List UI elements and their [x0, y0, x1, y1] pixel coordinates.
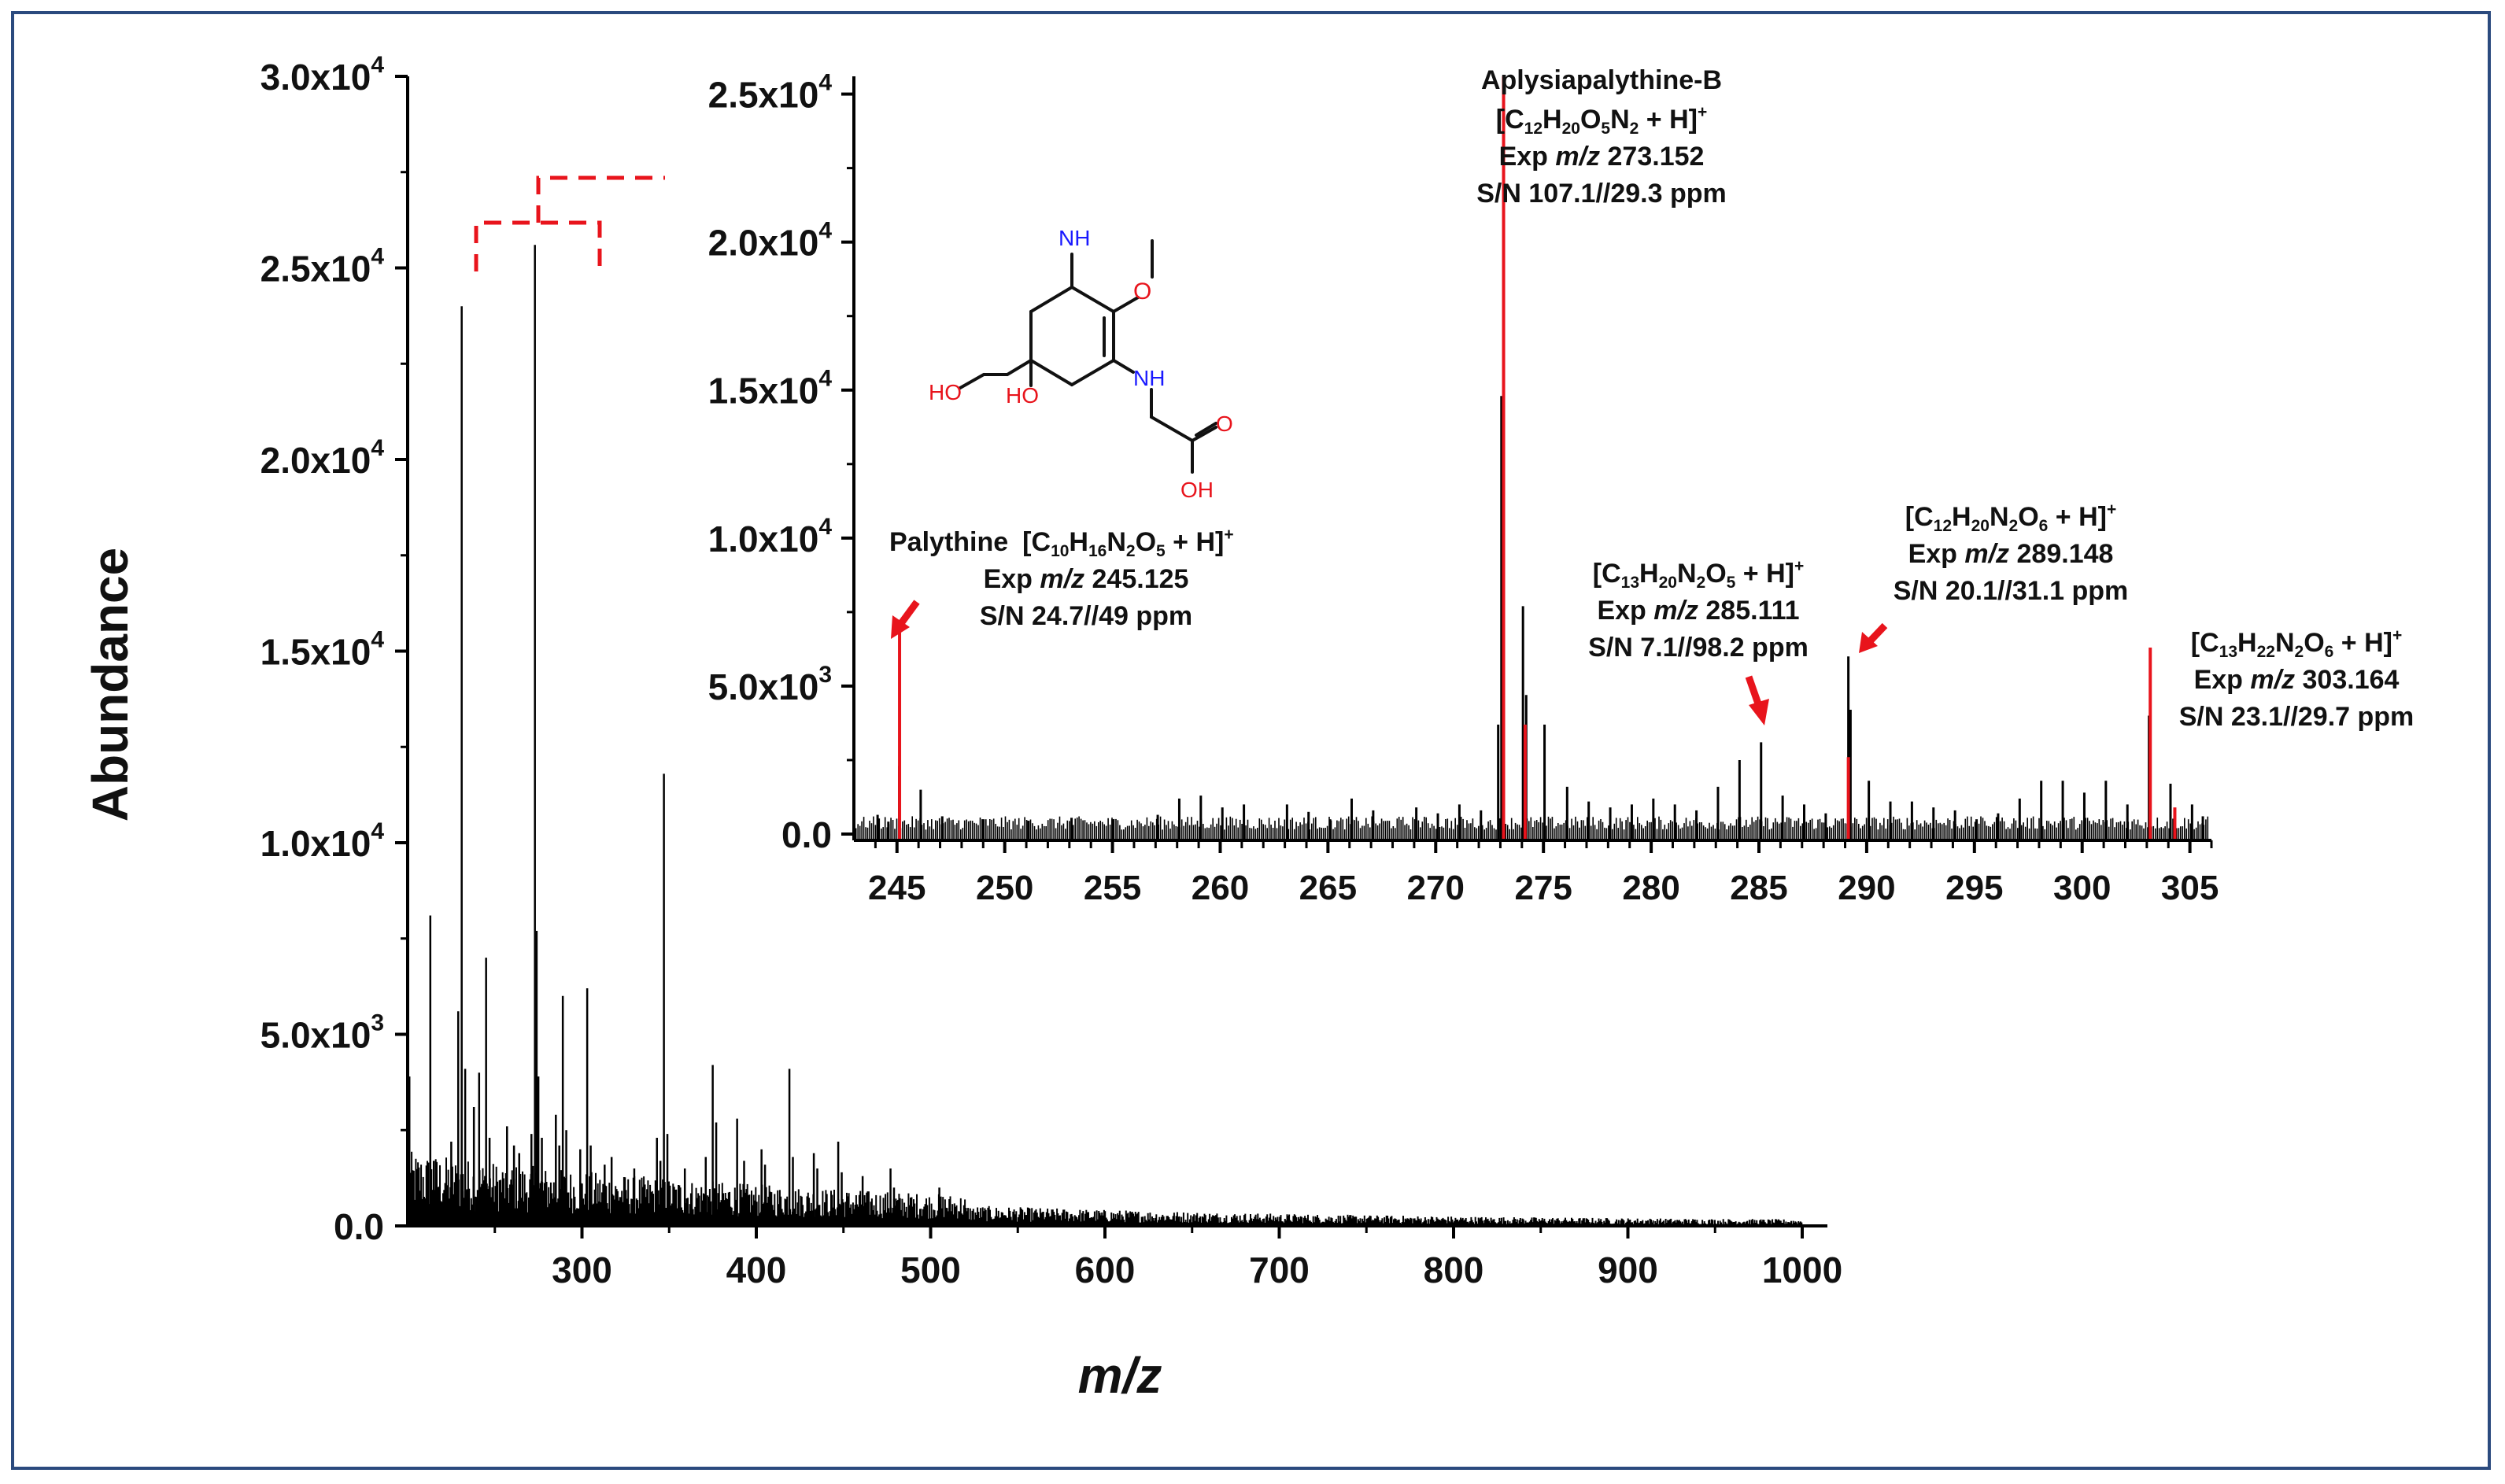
main-y-tick-label: 2.0x104	[260, 435, 385, 481]
aply-exp: Exp m/z 273.152	[1499, 142, 1705, 172]
p289-sn: S/N 20.1//31.1 ppm	[1894, 576, 2129, 606]
structure-oh-acid: OH	[1180, 478, 1214, 502]
structure-o-carbonyl: O	[1216, 412, 1233, 436]
inset-x-tick-label: 255	[1084, 869, 1141, 907]
main-y-tick-label: 1.5x104	[260, 627, 385, 673]
p285-sn: S/N 7.1//98.2 ppm	[1588, 633, 1809, 663]
arrow-289	[1859, 622, 1888, 653]
y-axis-title: Abundance	[82, 548, 139, 821]
main-plot: 300 400 500 600 700 800 900 1000 0.0 5.0x103 1.0x…	[260, 52, 1843, 1290]
chemical-structure	[959, 239, 1217, 474]
p303-exp: Exp m/z 303.164	[2194, 665, 2400, 695]
inset-noise	[855, 816, 2209, 840]
inset-x-tick-label: 265	[1299, 869, 1357, 907]
inset-x-tick-label: 275	[1514, 869, 1572, 907]
p285-formula: [C13​H20​N2​O5​ + H]+​	[1593, 557, 1804, 592]
figure-frame	[11, 11, 2491, 1470]
arrow-285	[1745, 675, 1769, 725]
structure-nh-amine: NH	[1133, 366, 1165, 390]
aply-formula: [C12​H20​O5​N2​ + H]+​	[1496, 103, 1707, 138]
inset-x-tick-label: 270	[1407, 869, 1465, 907]
inset-y-tick-label: 0.0	[781, 814, 832, 855]
main-x-ticks: 300 400 500 600 700 800 900 1000	[493, 1226, 1842, 1290]
x-axis-title: m/z	[1078, 1347, 1162, 1404]
aply-name: Aplysiapalythine-B	[1481, 65, 1722, 95]
p289-exp: Exp m/z 289.148	[1908, 539, 2114, 569]
p303-sn: S/N 23.1//29.7 ppm	[2179, 702, 2414, 732]
inset-x-tick-label: 245	[868, 869, 926, 907]
annotations: Aplysiapalythine-B [C12​H20​O5​N2​ + H]+…	[889, 65, 2414, 732]
main-x-tick-label: 1000	[1762, 1250, 1842, 1290]
main-x-tick-label: 600	[1075, 1250, 1136, 1290]
inset-y-tick-label: 5.0x103	[708, 662, 832, 707]
arrow-palythine	[891, 600, 920, 639]
p303-formula: [C13​H22​N2​O6​ + H]+​	[2191, 626, 2402, 661]
paly-sn: S/N 24.7//49 ppm	[980, 601, 1192, 631]
main-y-tick-label: 0.0	[334, 1206, 384, 1247]
inset-x-tick-label: 290	[1838, 869, 1895, 907]
p285-exp: Exp m/z 285.111	[1597, 596, 1799, 626]
inset-x-tick-label: 285	[1730, 869, 1787, 907]
inset-y-ticks: 0.0 5.0x103 1.0x104 1.5x104 2.0x104 2.5x104	[708, 70, 854, 855]
inset-x-tick-label: 250	[976, 869, 1033, 907]
structure-labels: NH O NH HO HO O OH	[929, 226, 1233, 502]
main-x-tick-label: 400	[726, 1250, 787, 1290]
main-x-tick-label: 300	[552, 1250, 612, 1290]
main-x-tick-label: 700	[1249, 1250, 1310, 1290]
inset-x-tick-label: 300	[2053, 869, 2111, 907]
paly-line1: Palythine[C10​H16​N2​O5​ + H]+​	[889, 526, 1234, 560]
main-y-ticks: 0.0 5.0x103 1.0x104 1.5x104 2.0x104 2.5x104 3.…	[260, 52, 408, 1247]
inset-y-tick-label: 1.0x104	[708, 514, 833, 559]
inset-red-peaks	[898, 76, 2177, 840]
main-y-tick-label: 3.0x104	[260, 52, 385, 98]
structure-o-methoxy: O	[1133, 279, 1151, 305]
main-x-tick-label: 500	[900, 1250, 961, 1290]
main-y-tick-label: 2.5x104	[260, 244, 385, 290]
structure-ho-chain: HO	[929, 380, 962, 404]
main-y-tick-label: 5.0x103	[260, 1010, 384, 1056]
zoom-bracket	[474, 175, 665, 271]
paly-exp: Exp m/z 245.125	[984, 564, 1189, 594]
inset-x-tick-label: 295	[1945, 869, 2003, 907]
p289-formula: [C12​H20​N2​O6​ + H]+​	[1905, 500, 2116, 535]
main-noise	[408, 1151, 1803, 1226]
structure-ho-ring: HO	[1006, 383, 1039, 408]
aply-sn: S/N 107.1//29.3 ppm	[1476, 179, 1727, 209]
inset-x-ticks: 245 250 255 260 265 270 275 280 285 290 295 300 305	[868, 840, 2219, 907]
inset-x-tick-label: 280	[1622, 869, 1679, 907]
inset-y-tick-label: 2.0x104	[708, 218, 833, 264]
inset-plot: 245 250 255 260 265 270 275 280 285 290 295 300 305 …	[708, 70, 2219, 907]
structure-nh-imine: NH	[1059, 226, 1090, 250]
inset-y-tick-label: 1.5x104	[708, 366, 833, 412]
main-x-tick-label: 900	[1598, 1250, 1658, 1290]
inset-x-tick-label: 305	[2161, 869, 2219, 907]
inset-y-tick-label: 2.5x104	[708, 70, 833, 116]
main-x-tick-label: 800	[1424, 1250, 1484, 1290]
main-peaks	[408, 245, 940, 1226]
main-y-tick-label: 1.0x104	[260, 818, 385, 864]
inset-x-tick-label: 260	[1192, 869, 1249, 907]
